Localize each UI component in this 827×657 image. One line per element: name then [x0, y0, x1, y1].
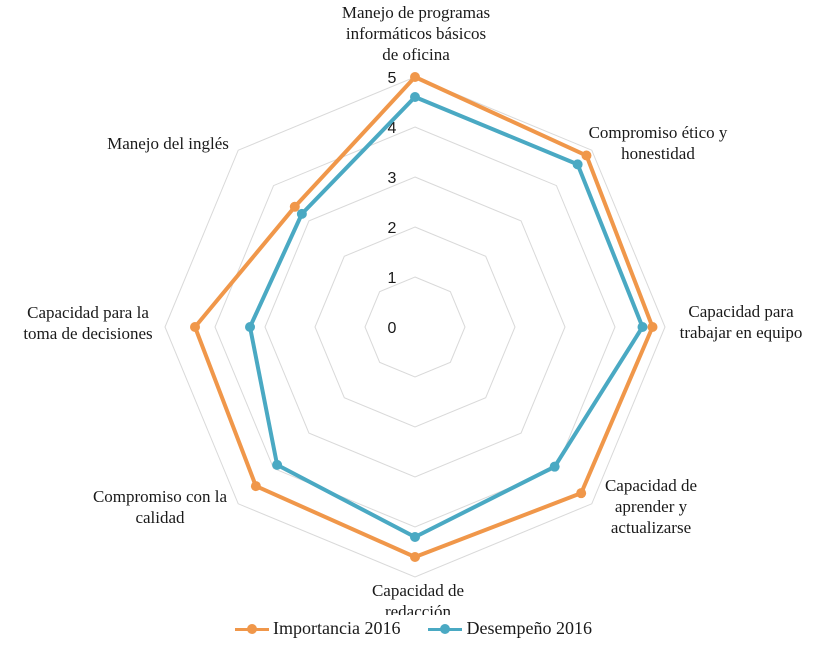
series-1-point-0 [410, 92, 420, 102]
series-1-point-3 [549, 461, 560, 472]
radar-chart: 0 1 2 3 4 5 Manejo de programas informáticos b… [23, 3, 802, 615]
category-label-7-line-0: Manejo del inglés [107, 134, 229, 153]
series-1-point-4 [410, 532, 420, 542]
grid-ring-5 [164, 76, 666, 578]
legend-label-importancia: Importancia 2016 [273, 618, 401, 638]
category-label-0-line-1: informáticos básicos [346, 24, 486, 43]
category-label-2-line-1: trabajar en equipo [680, 323, 803, 342]
series-0-point-2 [647, 322, 658, 332]
grid-ring-1 [364, 276, 466, 378]
series-1 [245, 92, 648, 542]
chart-legend: Importancia 2016 Desempeño 2016 [0, 618, 827, 639]
category-label-6: Capacidad para la toma de decisiones [23, 303, 152, 343]
tick-label-1: 1 [388, 270, 397, 287]
category-label-3-line-1: aprender y [615, 497, 688, 516]
tick-label-0: 0 [388, 320, 397, 337]
series-1-point-2 [637, 322, 648, 332]
grid-ring-2 [314, 226, 516, 428]
legend-item-desempeno: Desempeño 2016 [428, 618, 592, 639]
tick-label-5: 5 [388, 70, 397, 87]
radar-grid [164, 76, 666, 578]
series-0 [190, 72, 658, 562]
series-0-point-0 [410, 72, 420, 82]
legend-label-desempeno: Desempeño 2016 [466, 618, 592, 638]
series-line-0 [193, 75, 655, 559]
category-label-1-line-1: honestidad [621, 144, 695, 163]
tick-label-3: 3 [388, 170, 397, 187]
series-line-1 [248, 95, 645, 539]
series-1-point-1 [572, 159, 583, 170]
series-0-point-5 [250, 481, 261, 492]
category-label-1: Compromiso ético y honestidad [589, 123, 728, 163]
category-label-6-line-1: toma de decisiones [23, 324, 152, 343]
category-label-0: Manejo de programas informáticos básicos d… [342, 3, 490, 64]
grid-ring-3 [264, 176, 566, 478]
category-label-4-line-1: redacción [385, 602, 452, 615]
category-label-5-line-0: Compromiso con la [93, 487, 228, 506]
category-label-5-line-1: calidad [135, 508, 185, 527]
category-label-1-line-0: Compromiso ético y [589, 123, 728, 142]
category-label-5: Compromiso con la calidad [93, 487, 228, 527]
series-0-point-7 [289, 201, 300, 212]
series-0-point-3 [576, 488, 587, 499]
category-label-2: Capacidad para trabajar en equipo [680, 302, 803, 342]
radar-tick-labels: 0 1 2 3 4 5 [388, 70, 397, 337]
radar-category-labels: Manejo de programas informáticos básicos d… [23, 3, 802, 615]
series-1-point-5 [272, 459, 283, 470]
tick-label-2: 2 [388, 220, 397, 237]
series-1-point-7 [296, 208, 307, 219]
grid-ring-4 [214, 126, 616, 528]
category-label-0-line-0: Manejo de programas [342, 3, 490, 22]
category-label-4: Capacidad de redacción [372, 581, 464, 615]
legend-swatch-desempeno [428, 622, 463, 636]
series-0-point-6 [190, 322, 200, 332]
category-label-7: Manejo del inglés [107, 134, 229, 153]
series-1-point-6 [245, 322, 255, 332]
series-0-point-1 [581, 150, 592, 161]
category-label-6-line-0: Capacidad para la [27, 303, 149, 322]
legend-swatch-importancia [235, 622, 270, 636]
radar-series [190, 72, 658, 562]
category-label-0-line-2: de oficina [382, 45, 450, 64]
category-label-3: Capacidad de aprender y actualizarse [605, 476, 697, 537]
category-label-4-line-0: Capacidad de [372, 581, 464, 600]
category-label-2-line-0: Capacidad para [688, 302, 794, 321]
series-0-point-4 [410, 552, 420, 562]
category-label-3-line-0: Capacidad de [605, 476, 697, 495]
tick-label-4: 4 [388, 120, 397, 137]
category-label-3-line-2: actualizarse [611, 518, 691, 537]
legend-item-importancia: Importancia 2016 [235, 618, 400, 639]
